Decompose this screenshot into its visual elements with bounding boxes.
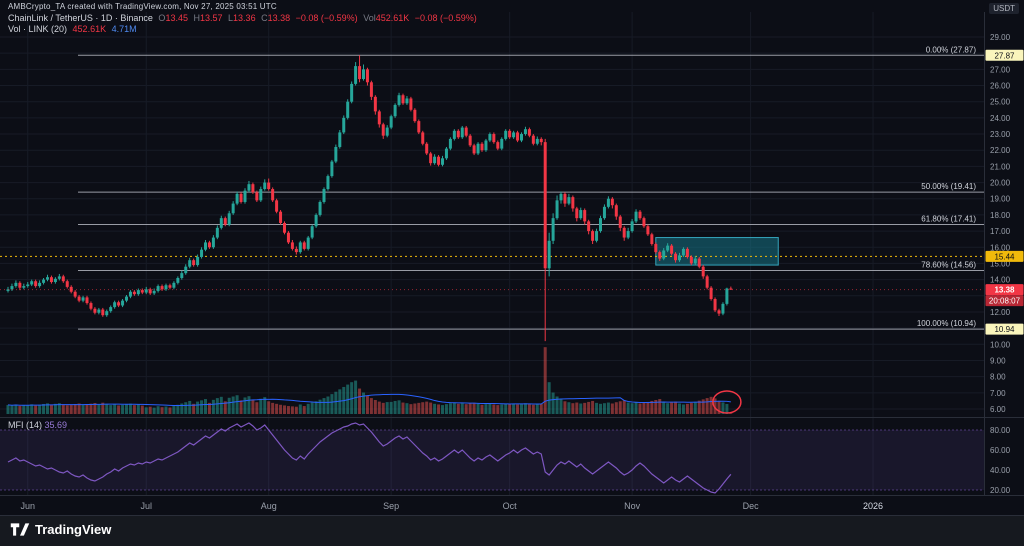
svg-text:12.00: 12.00 (990, 308, 1011, 317)
candlestick-series (6, 55, 733, 342)
volume-ma-value: 4.71M (111, 24, 137, 34)
svg-text:60.00: 60.00 (990, 446, 1011, 455)
mfi-band (0, 430, 984, 490)
grid-lines (0, 12, 984, 495)
svg-text:Sep: Sep (383, 501, 399, 511)
fib-level-label: 78.60% (14.56) (921, 261, 976, 270)
last-price-badge (985, 284, 1024, 296)
close-label: C (261, 13, 268, 23)
svg-text:Nov: Nov (624, 501, 641, 511)
svg-text:20.00: 20.00 (990, 486, 1011, 495)
svg-text:18.00: 18.00 (990, 211, 1011, 220)
svg-text:Oct: Oct (503, 501, 518, 511)
svg-text:17.00: 17.00 (990, 227, 1011, 236)
vol-value: 452.61K (375, 13, 410, 23)
chart-canvas: 0.00% (27.87) 50.00% (19.41) 61.80% (17.41… (0, 12, 1024, 511)
svg-text:25.00: 25.00 (990, 98, 1011, 107)
main-chart-pane[interactable] (0, 12, 984, 417)
volume-indicator-title[interactable]: Vol · LINK (20) (8, 24, 68, 34)
volume-indicator-value: 452.61K (72, 24, 107, 34)
svg-text:13.38: 13.38 (994, 286, 1015, 295)
svg-text:Jul: Jul (140, 501, 152, 511)
close-value: 13.38 (267, 13, 291, 23)
mfi-indicator-title[interactable]: MFI (14) (8, 420, 43, 430)
symbol-legend: ChainLink / TetherUS · 1D · Binance O13.… (8, 13, 480, 23)
svg-text:Aug: Aug (261, 501, 277, 511)
svg-text:27.87: 27.87 (994, 51, 1015, 60)
fib-level-label: 61.80% (17.41) (921, 214, 976, 223)
high-value: 13.57 (199, 13, 223, 23)
svg-text:21.00: 21.00 (990, 162, 1011, 171)
high-label: H (193, 13, 200, 23)
svg-text:27.00: 27.00 (990, 65, 1011, 74)
symbol-title[interactable]: ChainLink / TetherUS · 1D · Binance (8, 13, 153, 23)
change2-value: −0.08 (−0.59%) (414, 13, 477, 23)
svg-text:7.00: 7.00 (990, 389, 1006, 398)
svg-text:16.00: 16.00 (990, 243, 1011, 252)
change-value: −0.08 (−0.59%) (295, 13, 358, 23)
svg-text:40.00: 40.00 (990, 466, 1011, 475)
svg-text:15.44: 15.44 (994, 252, 1015, 261)
alert-axis-badge (985, 250, 1024, 262)
svg-text:Jun: Jun (20, 501, 35, 511)
svg-text:10.94: 10.94 (994, 325, 1015, 334)
svg-text:29.00: 29.00 (990, 33, 1011, 42)
tradingview-logo-icon (10, 523, 30, 536)
svg-text:26.00: 26.00 (990, 82, 1011, 91)
fib-level-label: 0.00% (27.87) (926, 45, 977, 54)
mfi-pane[interactable] (0, 418, 984, 495)
low-label: L (228, 13, 234, 23)
volume-indicator-legend: Vol · LINK (20) 452.61K 4.71M (8, 24, 140, 34)
svg-text:23.00: 23.00 (990, 130, 1011, 139)
svg-text:9.00: 9.00 (990, 356, 1006, 365)
svg-text:20.00: 20.00 (990, 179, 1011, 188)
price-axis[interactable]: 6.007.008.009.0010.0011.0012.0013.0014.0… (990, 33, 1011, 495)
open-label: O (158, 13, 166, 23)
bottom-toolbar: TradingView (0, 515, 1024, 546)
tradingview-logo[interactable]: TradingView (10, 522, 111, 537)
svg-text:80.00: 80.00 (990, 426, 1011, 435)
svg-text:Dec: Dec (743, 501, 760, 511)
mfi-line (7, 422, 732, 494)
time-axis[interactable]: Jun Jul Aug Sep Oct Nov Dec 2026 (20, 501, 883, 511)
svg-text:19.00: 19.00 (990, 195, 1011, 204)
svg-text:8.00: 8.00 (990, 373, 1006, 382)
svg-text:20:08:07: 20:08:07 (989, 297, 1021, 306)
svg-text:24.00: 24.00 (990, 114, 1011, 123)
fib-level-label: 50.00% (19.41) (921, 182, 976, 191)
fib-axis-badge (985, 323, 1024, 335)
attribution-text: AMBCrypto_TA created with TradingView.co… (8, 2, 277, 11)
circle-annotation[interactable] (712, 390, 742, 414)
svg-text:14.00: 14.00 (990, 276, 1011, 285)
fib-level-label: 100.00% (10.94) (917, 319, 976, 328)
mfi-indicator-value: 35.69 (44, 420, 68, 430)
vol-label: Vol (363, 13, 376, 23)
svg-text:22.00: 22.00 (990, 146, 1011, 155)
currency-toggle[interactable]: USDT (989, 3, 1019, 14)
open-value: 13.45 (165, 13, 188, 23)
svg-text:10.00: 10.00 (990, 340, 1011, 349)
svg-text:15.00: 15.00 (990, 259, 1011, 268)
mfi-indicator-legend: MFI (14) 35.69 (8, 420, 67, 430)
svg-text:2026: 2026 (863, 501, 883, 511)
volume-ma-line (7, 393, 731, 407)
svg-text:6.00: 6.00 (990, 405, 1006, 414)
fib-retracement[interactable]: 0.00% (27.87) 50.00% (19.41) 61.80% (17.41… (78, 45, 984, 330)
countdown-badge (985, 295, 1024, 307)
tradingview-logo-text: TradingView (35, 522, 112, 537)
low-value: 13.36 (233, 13, 256, 23)
fib-axis-badge (985, 49, 1024, 61)
